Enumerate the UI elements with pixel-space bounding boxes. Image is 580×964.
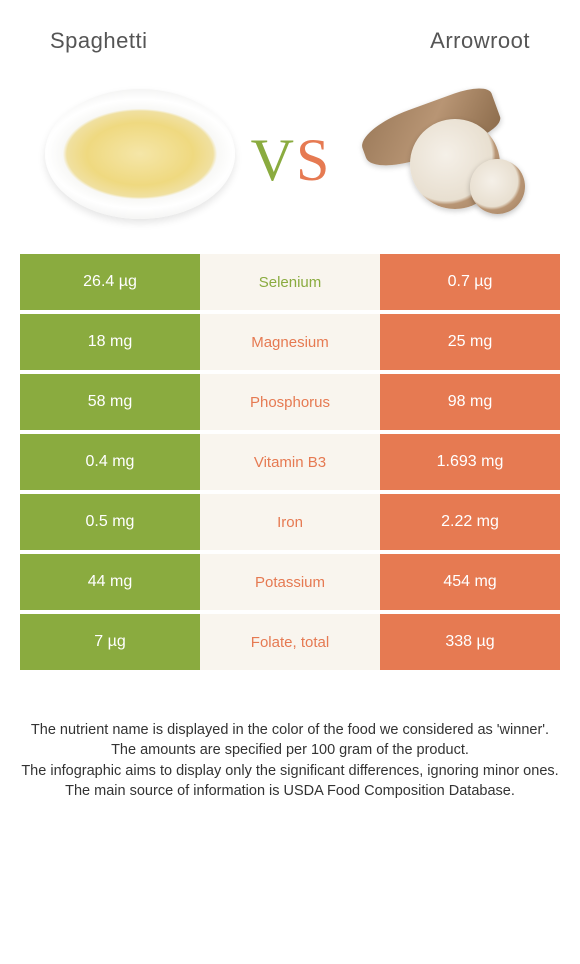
right-food-title: Arrowroot <box>430 28 530 54</box>
vs-v-letter: V <box>251 126 294 195</box>
right-value-cell: 1.693 mg <box>380 434 560 490</box>
left-value-cell: 0.4 mg <box>20 434 200 490</box>
header: Spaghetti Arrowroot <box>0 0 580 74</box>
right-value-cell: 0.7 µg <box>380 254 560 310</box>
nutrient-table: 26.4 µgSelenium0.7 µg18 mgMagnesium25 mg… <box>20 254 560 670</box>
nutrient-name-cell: Phosphorus <box>200 374 380 430</box>
table-row: 44 mgPotassium454 mg <box>20 554 560 610</box>
nutrient-name-cell: Folate, total <box>200 614 380 670</box>
footnote-line: The nutrient name is displayed in the co… <box>20 720 560 740</box>
nutrient-name-cell: Iron <box>200 494 380 550</box>
vs-s-letter: S <box>296 126 329 195</box>
left-value-cell: 58 mg <box>20 374 200 430</box>
right-value-cell: 2.22 mg <box>380 494 560 550</box>
left-value-cell: 44 mg <box>20 554 200 610</box>
table-row: 58 mgPhosphorus98 mg <box>20 374 560 430</box>
left-value-cell: 18 mg <box>20 314 200 370</box>
right-value-cell: 98 mg <box>380 374 560 430</box>
arrowroot-icon <box>350 94 530 214</box>
footnote-line: The amounts are specified per 100 gram o… <box>20 740 560 760</box>
spaghetti-plate-icon <box>45 89 235 219</box>
nutrient-name-cell: Magnesium <box>200 314 380 370</box>
left-food-title: Spaghetti <box>50 28 147 54</box>
nutrient-name-cell: Vitamin B3 <box>200 434 380 490</box>
left-value-cell: 0.5 mg <box>20 494 200 550</box>
footnotes: The nutrient name is displayed in the co… <box>20 720 560 801</box>
left-value-cell: 26.4 µg <box>20 254 200 310</box>
footnote-line: The infographic aims to display only the… <box>20 761 560 781</box>
table-row: 7 µgFolate, total338 µg <box>20 614 560 670</box>
table-row: 26.4 µgSelenium0.7 µg <box>20 254 560 310</box>
right-food-image <box>340 84 540 224</box>
images-row: VS <box>0 74 580 254</box>
nutrient-name-cell: Selenium <box>200 254 380 310</box>
table-row: 18 mgMagnesium25 mg <box>20 314 560 370</box>
right-value-cell: 338 µg <box>380 614 560 670</box>
nutrient-name-cell: Potassium <box>200 554 380 610</box>
right-value-cell: 454 mg <box>380 554 560 610</box>
right-value-cell: 25 mg <box>380 314 560 370</box>
vs-badge: VS <box>251 126 330 195</box>
table-row: 0.5 mgIron2.22 mg <box>20 494 560 550</box>
left-value-cell: 7 µg <box>20 614 200 670</box>
table-row: 0.4 mgVitamin B31.693 mg <box>20 434 560 490</box>
footnote-line: The main source of information is USDA F… <box>20 781 560 801</box>
left-food-image <box>40 84 240 224</box>
